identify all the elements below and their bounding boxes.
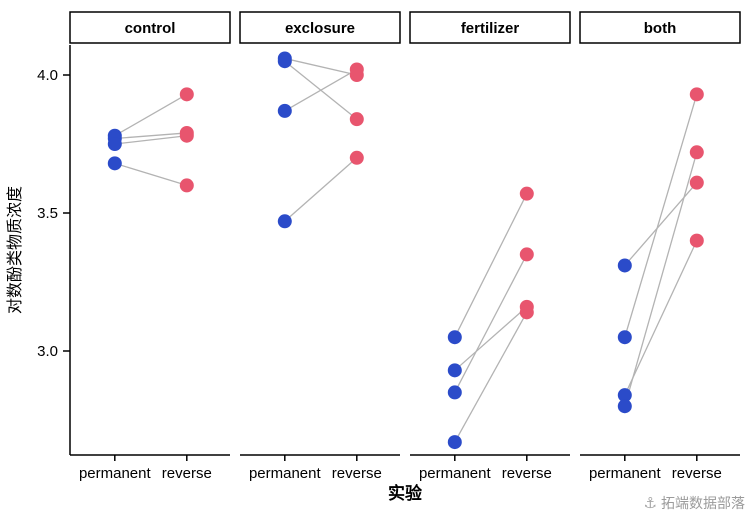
data-point-permanent	[617, 330, 632, 345]
y-axis-title: 对数酚类物质浓度	[6, 186, 24, 314]
x-tick-label: reverse	[162, 465, 212, 482]
watermark: ⚓ 拓端数据部落	[644, 493, 745, 513]
pair-line	[624, 94, 698, 338]
data-point-reverse	[689, 233, 704, 248]
ship-logo-icon: ⚓	[643, 495, 657, 512]
facet-strip-label: control	[125, 20, 176, 37]
data-point-permanent	[277, 214, 292, 229]
pair-line	[284, 57, 357, 76]
watermark-text: 拓端数据部落	[661, 495, 745, 511]
facet-strip	[239, 11, 401, 44]
x-tick-label: permanent	[249, 465, 322, 482]
data-point-permanent	[447, 330, 462, 345]
data-point-permanent	[277, 54, 292, 69]
facet-strip	[409, 11, 571, 44]
data-point-permanent	[107, 156, 122, 171]
x-tick-label: permanent	[589, 465, 662, 482]
data-point-reverse	[179, 87, 194, 102]
data-point-reverse	[519, 305, 534, 320]
pair-line	[454, 254, 528, 393]
pair-line	[284, 68, 358, 112]
data-point-permanent	[617, 399, 632, 414]
data-point-reverse	[349, 112, 364, 127]
data-point-permanent	[447, 385, 462, 400]
pair-line	[114, 135, 187, 145]
pair-line	[624, 152, 698, 407]
data-point-reverse	[689, 175, 704, 190]
pair-line	[284, 157, 358, 222]
pair-line	[624, 182, 698, 266]
pair-line	[454, 312, 528, 443]
data-point-reverse	[519, 247, 534, 262]
data-point-permanent	[617, 388, 632, 403]
facet-strip	[69, 11, 231, 44]
data-point-permanent	[447, 363, 462, 378]
x-tick-label: reverse	[672, 465, 722, 482]
x-tick-label: reverse	[332, 465, 382, 482]
data-point-permanent	[617, 258, 632, 273]
facet-strip-label: both	[644, 20, 676, 37]
facet-strip-label: exclosure	[285, 20, 355, 37]
pair-line	[454, 193, 528, 338]
pair-line	[114, 93, 188, 137]
pair-line	[454, 306, 528, 371]
y-tick-label: 3.0	[37, 343, 58, 360]
data-point-reverse	[349, 62, 364, 77]
pair-line	[114, 162, 187, 187]
pair-line	[624, 240, 698, 396]
pair-line	[114, 132, 187, 140]
facet-strip	[579, 11, 741, 44]
data-point-permanent	[447, 435, 462, 450]
data-point-reverse	[519, 186, 534, 201]
data-point-reverse	[689, 87, 704, 102]
data-point-reverse	[179, 178, 194, 193]
x-axis-title: 实验	[388, 483, 423, 503]
data-point-reverse	[689, 145, 704, 160]
y-tick-label: 3.5	[37, 205, 58, 222]
y-tick-label: 4.0	[37, 67, 58, 84]
data-point-reverse	[349, 150, 364, 165]
x-tick-label: permanent	[79, 465, 152, 482]
x-tick-label: reverse	[502, 465, 552, 482]
data-point-reverse	[179, 128, 194, 143]
data-point-permanent	[277, 103, 292, 118]
data-point-permanent	[107, 137, 122, 151]
facet-strip-label: fertilizer	[461, 20, 520, 37]
x-tick-label: permanent	[419, 465, 492, 482]
